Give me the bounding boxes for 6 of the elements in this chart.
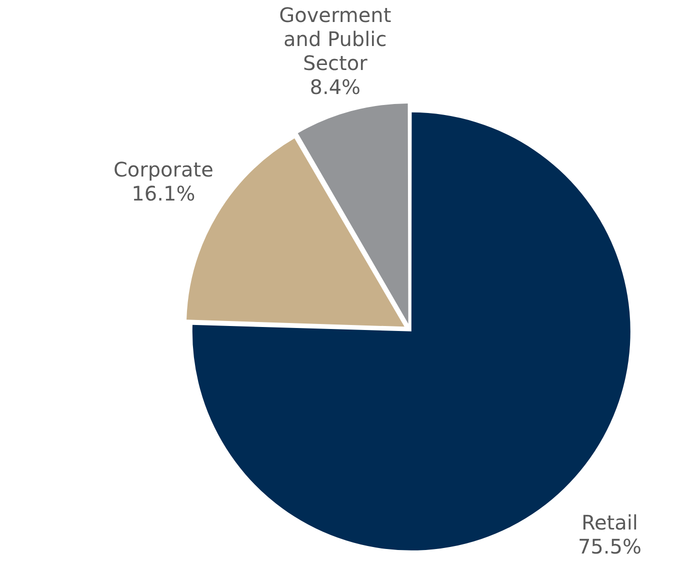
slice-label: Retail: [581, 510, 638, 534]
data-label: 16.1%: [132, 181, 196, 206]
slice-label: Corporate: [113, 157, 214, 182]
data-label: 75.5%: [578, 534, 642, 558]
slice-label: Goverment and Public Sector: [279, 3, 392, 76]
data-label: 8.4%: [310, 75, 361, 100]
